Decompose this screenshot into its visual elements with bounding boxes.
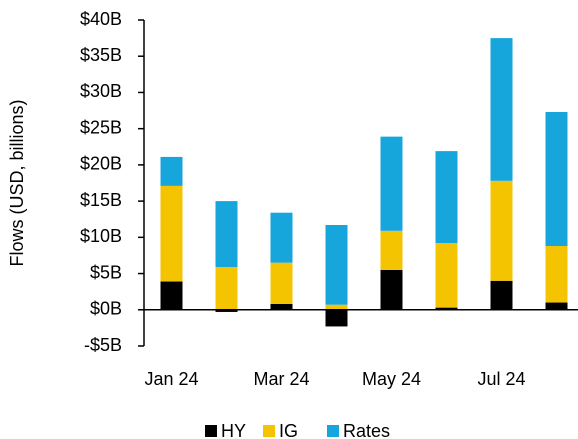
y-axis-label: Flows (USD, billions) xyxy=(7,99,27,266)
bar-segment xyxy=(215,201,238,268)
bar-segment xyxy=(270,262,293,304)
y-tick-label: $35B xyxy=(80,45,122,65)
bar-segment xyxy=(490,38,513,181)
bar-segment xyxy=(270,212,293,263)
legend-label: Rates xyxy=(343,421,390,439)
bar-segment xyxy=(490,180,513,281)
bar-segment xyxy=(435,151,458,244)
x-tick-label: Jan 24 xyxy=(144,369,198,389)
y-tick-label: $0B xyxy=(90,299,122,319)
bar-segment xyxy=(160,185,183,282)
legend-swatch xyxy=(327,425,339,437)
bar-segment xyxy=(160,281,183,310)
y-tick-label: -$5B xyxy=(84,335,122,355)
bar-segment xyxy=(435,243,458,308)
y-tick-label: $5B xyxy=(90,262,122,282)
legend-swatch xyxy=(205,425,217,437)
bar-segment xyxy=(435,307,458,310)
bar-segment xyxy=(545,246,568,303)
bar-segment xyxy=(380,136,403,231)
bar-segment xyxy=(160,156,183,186)
legend-label: IG xyxy=(279,421,298,439)
bar-segment xyxy=(215,309,238,312)
legend-label: HY xyxy=(221,421,246,439)
bar-segment xyxy=(380,269,403,310)
bar-segment xyxy=(270,303,293,310)
x-tick-label: May 24 xyxy=(362,369,421,389)
legend-swatch xyxy=(263,425,275,437)
y-tick-label: $25B xyxy=(80,117,122,137)
bar-segment xyxy=(215,267,238,310)
y-tick-label: $20B xyxy=(80,154,122,174)
y-tick-label: $15B xyxy=(80,190,122,210)
bar-segment xyxy=(325,225,348,305)
y-tick-label: $40B xyxy=(80,9,122,29)
y-tick-label: $30B xyxy=(80,81,122,101)
bar-segment xyxy=(380,230,403,270)
x-tick-label: Jul 24 xyxy=(477,369,525,389)
y-tick-label: $10B xyxy=(80,226,122,246)
bar-segment xyxy=(545,302,568,310)
bar-segment xyxy=(325,309,348,327)
bar-segment xyxy=(490,280,513,310)
bar-segment xyxy=(545,112,568,247)
x-tick-label: Mar 24 xyxy=(253,369,309,389)
bar-segment xyxy=(325,304,348,310)
